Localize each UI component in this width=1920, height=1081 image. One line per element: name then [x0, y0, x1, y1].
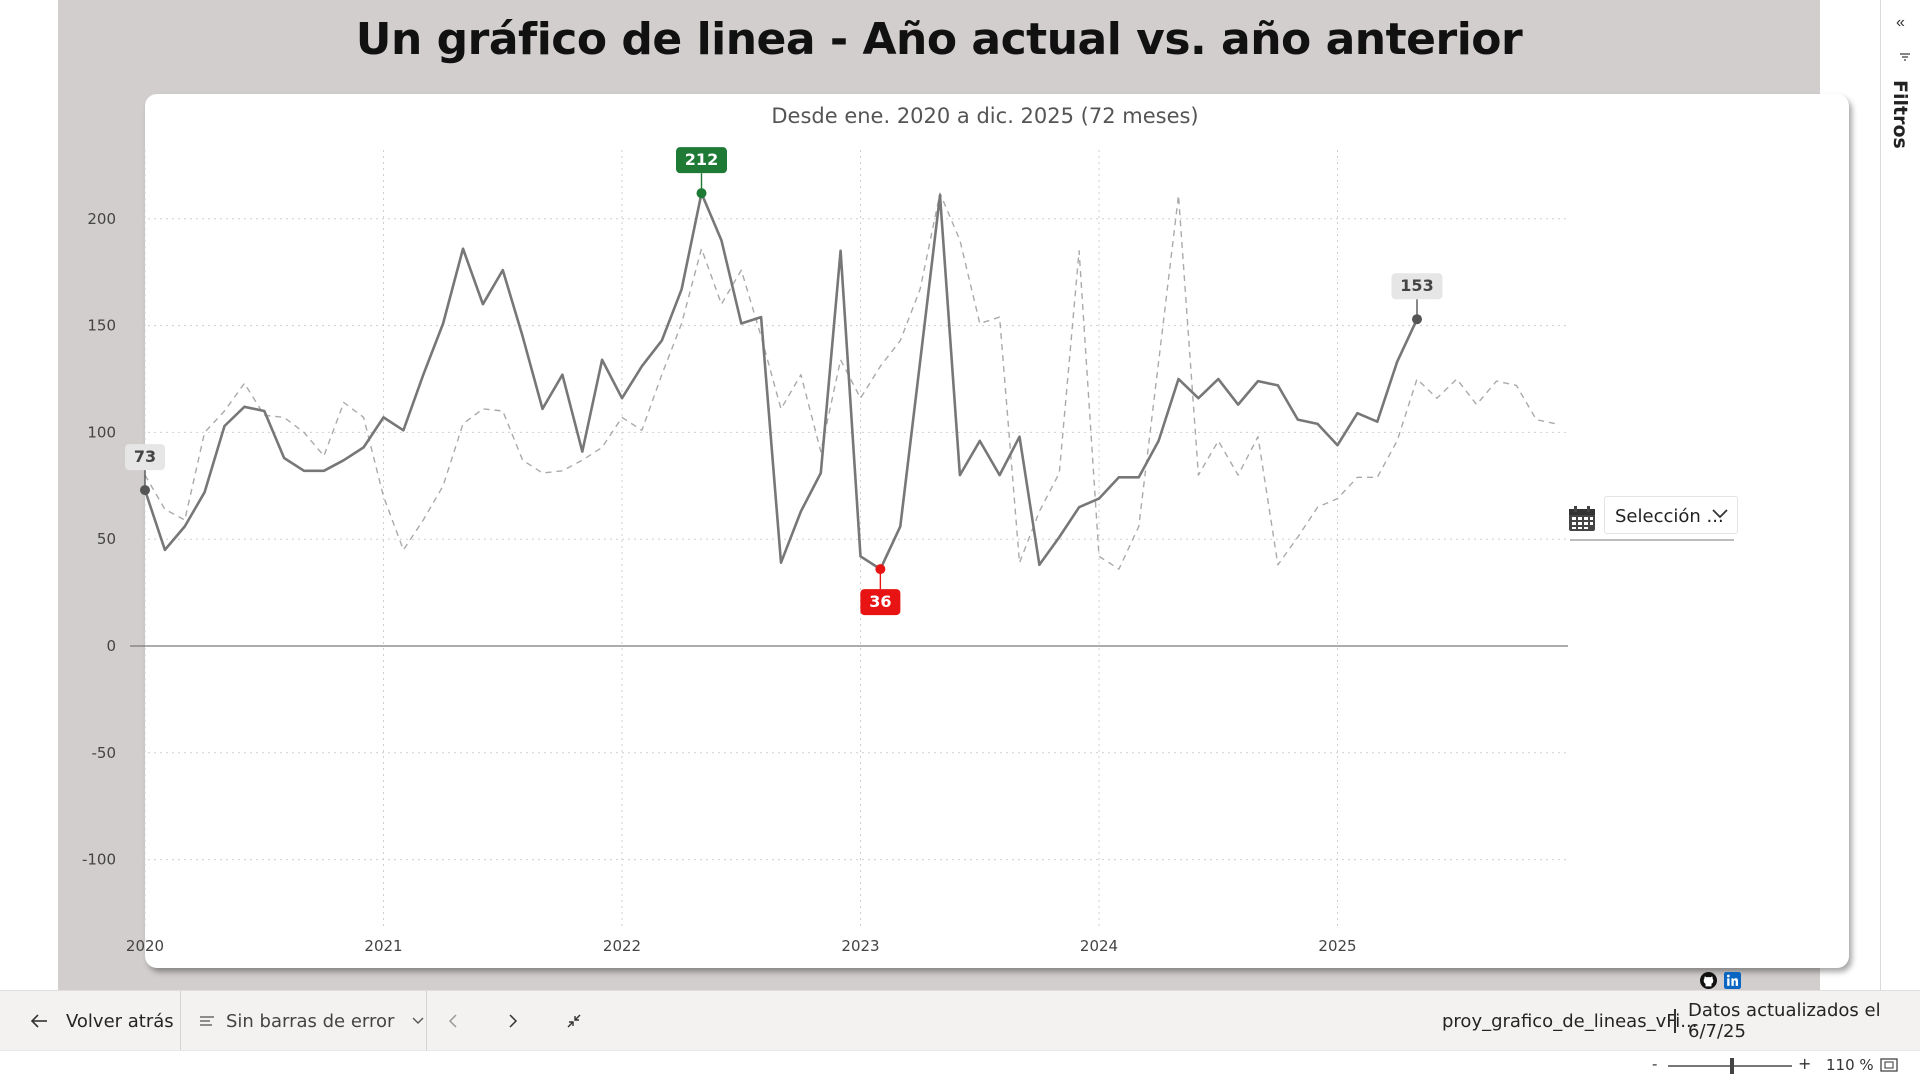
y-tick-label: 150	[87, 317, 116, 335]
y-tick-label: 100	[87, 423, 116, 441]
back-label: Volver atrás	[66, 1010, 174, 1032]
x-tick-label: 2024	[1080, 937, 1118, 955]
calendar-icon	[1569, 506, 1595, 531]
grid	[130, 150, 1568, 930]
divider	[426, 991, 427, 1051]
chevron-down-icon	[1712, 509, 1728, 519]
x-tick-label: 2022	[603, 937, 641, 955]
focus-mode-button[interactable]	[566, 991, 582, 1051]
chevron-right-icon	[509, 1014, 518, 1028]
chart-subtitle: Desde ene. 2020 a dic. 2025 (72 meses)	[771, 104, 1198, 128]
previous-page-button[interactable]	[448, 991, 458, 1051]
divider	[180, 991, 181, 1051]
filter-icon	[1900, 53, 1910, 61]
annotation-start-label: 73	[134, 447, 156, 466]
series-line-current-year	[143, 191, 1419, 571]
series	[143, 191, 1557, 571]
annotation-last-box	[1391, 273, 1443, 300]
chevron-down-icon	[412, 1017, 424, 1024]
y-tick-label: -100	[82, 851, 116, 869]
annotations: 73 212 36 153	[125, 147, 1443, 616]
arrow-left-icon	[30, 1014, 47, 1028]
zoom-in-button[interactable]: +	[1798, 1054, 1812, 1073]
chart-card	[145, 94, 1849, 968]
y-tick-label: 50	[97, 530, 116, 548]
fit-to-page-icon[interactable]	[1880, 1058, 1898, 1072]
annotation-min-marker	[875, 564, 886, 575]
status-bar: - + 110 %	[0, 1050, 1920, 1081]
error-bars-dropdown[interactable]: Sin barras de error	[200, 991, 424, 1051]
lines-icon	[200, 1016, 214, 1026]
annotation-max-label: 212	[685, 150, 718, 169]
bottom-toolbar: Volver atrás Sin barras de error proy_gr…	[0, 990, 1920, 1051]
x-tick-label: 2025	[1318, 937, 1356, 955]
line-chart[interactable]: Desde ene. 2020 a dic. 2025 (72 meses) 2…	[0, 0, 1920, 990]
collapse-icon[interactable]: «	[1896, 14, 1905, 31]
annotation-max-marker	[696, 188, 707, 199]
next-page-button[interactable]	[508, 991, 518, 1051]
report-canvas: Un gráfico de linea - Año actual vs. año…	[58, 0, 1849, 990]
date-slicer[interactable]: Selección ...	[1568, 496, 1740, 541]
filters-pane[interactable]: « Filtros	[1880, 0, 1920, 990]
x-tick-label: 2021	[364, 937, 402, 955]
github-icon[interactable]	[1700, 972, 1717, 989]
x-tick-label: 2020	[126, 937, 164, 955]
zoom-level: 110 %	[1826, 1056, 1874, 1074]
filters-label: Filtros	[1889, 80, 1911, 149]
y-tick-label: 0	[106, 637, 116, 655]
annotation-last-marker	[1412, 314, 1422, 325]
y-tick-label: 200	[87, 210, 116, 228]
axes: 200 150 100 50 0 -50 -100 2020 2021 2022 2023 2024 2…	[82, 210, 1568, 955]
annotation-last-label: 153	[1400, 276, 1433, 295]
slicer-value: Selección ...	[1615, 506, 1724, 527]
zoom-out-button[interactable]: -	[1652, 1055, 1658, 1073]
error-bars-label: Sin barras de error	[226, 1010, 395, 1032]
zoom-slider-thumb[interactable]	[1730, 1058, 1734, 1074]
series-line-previous-year	[144, 192, 1557, 570]
linkedin-icon[interactable]	[1724, 972, 1741, 989]
annotation-min-label: 36	[869, 592, 891, 611]
slicer-dropdown[interactable]: Selección ...	[1604, 496, 1738, 534]
y-tick-label: -50	[92, 744, 117, 762]
divider	[1674, 1009, 1676, 1033]
annotation-start-box	[125, 444, 165, 471]
report-title: Un gráfico de linea - Año actual vs. año…	[355, 14, 1523, 65]
back-button[interactable]: Volver atrás	[30, 991, 174, 1051]
slicer-underline	[1570, 539, 1734, 541]
annotation-min-box	[860, 589, 901, 616]
annotation-max-box	[676, 147, 727, 174]
annotation-start-marker	[140, 485, 150, 496]
collapse-arrows-icon	[567, 1014, 581, 1028]
chevron-left-icon	[448, 1014, 457, 1028]
x-tick-label: 2023	[841, 937, 879, 955]
data-updated-text: Datos actualizados el 6/7/25	[1688, 1000, 1881, 1042]
file-name: proy_grafico_de_lineas_vFi...	[1442, 1010, 1698, 1032]
